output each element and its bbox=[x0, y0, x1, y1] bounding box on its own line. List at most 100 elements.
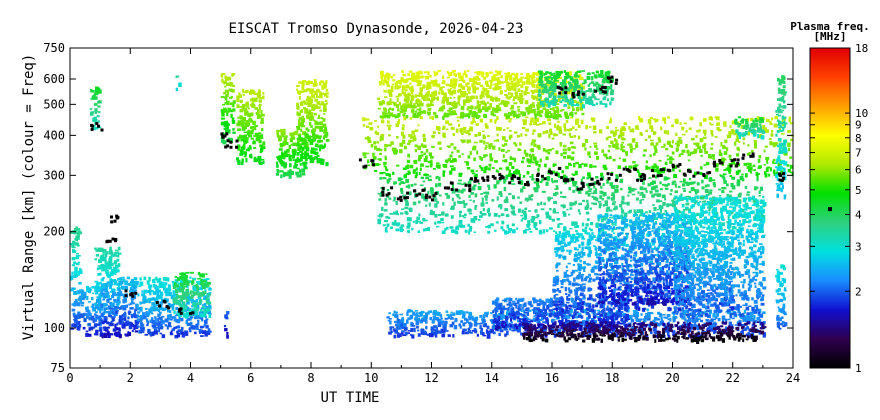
echo-point bbox=[238, 106, 243, 108]
echo-point bbox=[688, 208, 692, 213]
echo-point bbox=[395, 323, 399, 327]
echo-point bbox=[253, 93, 258, 96]
echo-point bbox=[480, 101, 485, 105]
echo-point bbox=[184, 275, 188, 279]
echo-point bbox=[621, 195, 625, 201]
echo-point bbox=[249, 104, 253, 107]
echo-point bbox=[240, 124, 243, 127]
echo-point bbox=[452, 133, 455, 137]
echo-point bbox=[561, 109, 565, 111]
echo-point bbox=[378, 148, 383, 152]
echo-point bbox=[106, 265, 111, 270]
echo-point bbox=[117, 303, 120, 306]
echo-point bbox=[538, 106, 541, 108]
echo-point bbox=[224, 328, 228, 332]
echo-point bbox=[109, 256, 113, 259]
echo-point bbox=[721, 157, 725, 161]
echo-point bbox=[95, 127, 99, 130]
echo-point bbox=[772, 169, 776, 174]
echo-point bbox=[711, 154, 715, 158]
echo-point bbox=[541, 103, 545, 107]
echo-point bbox=[117, 246, 121, 251]
echo-point bbox=[737, 121, 740, 126]
echo-point bbox=[466, 139, 469, 144]
echo-point bbox=[673, 165, 678, 169]
echo-point bbox=[226, 82, 230, 86]
echo-point bbox=[553, 85, 557, 90]
echo-point bbox=[287, 170, 291, 174]
echo-point bbox=[98, 321, 102, 325]
echo-point bbox=[619, 180, 623, 184]
echo-point bbox=[631, 138, 636, 143]
echo-point bbox=[97, 101, 100, 104]
echo-point bbox=[425, 165, 429, 168]
echo-point bbox=[388, 173, 391, 178]
echo-point bbox=[736, 182, 741, 187]
echo-point bbox=[704, 132, 707, 136]
echo-point bbox=[303, 131, 307, 136]
echo-point bbox=[465, 161, 470, 166]
echo-point bbox=[86, 306, 89, 310]
echo-point bbox=[405, 172, 410, 176]
echo-point bbox=[547, 101, 552, 106]
echo-point bbox=[536, 214, 540, 218]
echo-point bbox=[496, 71, 501, 75]
echo-point bbox=[306, 101, 311, 104]
echo-point bbox=[105, 327, 109, 330]
echo-point bbox=[467, 181, 472, 185]
echo-point bbox=[384, 158, 388, 161]
echo-point bbox=[710, 143, 714, 146]
echo-point bbox=[552, 230, 556, 232]
echo-point bbox=[254, 132, 259, 137]
echo-point bbox=[545, 114, 549, 118]
echo-point bbox=[153, 278, 157, 281]
echo-point bbox=[513, 85, 517, 90]
echo-point bbox=[451, 184, 455, 189]
echo-point bbox=[447, 88, 452, 92]
echo-point bbox=[161, 308, 165, 311]
echo-point bbox=[224, 108, 227, 113]
echo-point bbox=[95, 311, 98, 313]
echo-point bbox=[131, 298, 134, 304]
echo-point bbox=[316, 154, 320, 157]
echo-point bbox=[367, 139, 372, 143]
echo-point bbox=[302, 172, 306, 176]
echo-point bbox=[759, 186, 763, 191]
echo-point bbox=[86, 285, 89, 290]
echo-point bbox=[557, 218, 561, 221]
echo-point bbox=[102, 277, 105, 280]
echo-point bbox=[694, 202, 697, 205]
echo-point bbox=[595, 70, 599, 74]
echo-point bbox=[593, 190, 598, 194]
echo-point bbox=[521, 180, 524, 185]
echo-point bbox=[715, 116, 720, 121]
echo-point bbox=[462, 126, 467, 131]
echo-point bbox=[756, 173, 761, 175]
echo-point bbox=[258, 103, 262, 107]
echo-point bbox=[105, 282, 109, 288]
echo-point bbox=[536, 117, 540, 122]
echo-point bbox=[458, 123, 461, 127]
echo-point bbox=[296, 126, 301, 130]
echo-point bbox=[614, 228, 618, 230]
echo-point bbox=[226, 111, 229, 116]
echo-point bbox=[597, 217, 600, 222]
echo-point bbox=[473, 76, 476, 80]
echo-point bbox=[301, 120, 305, 123]
echo-point bbox=[730, 222, 734, 225]
echo-point bbox=[527, 198, 532, 201]
echo-point bbox=[422, 228, 426, 232]
echo-point bbox=[517, 84, 522, 87]
echo-point bbox=[522, 175, 526, 178]
echo-point bbox=[179, 299, 183, 302]
echo-point bbox=[647, 135, 652, 139]
echo-point bbox=[70, 275, 74, 280]
echo-point bbox=[485, 142, 489, 144]
echo-point bbox=[558, 114, 562, 118]
echo-point bbox=[242, 122, 245, 127]
echo-point bbox=[513, 142, 516, 145]
echo-point bbox=[477, 132, 482, 137]
echo-point bbox=[456, 119, 460, 122]
echo-point bbox=[408, 134, 411, 137]
echo-point bbox=[325, 95, 329, 98]
